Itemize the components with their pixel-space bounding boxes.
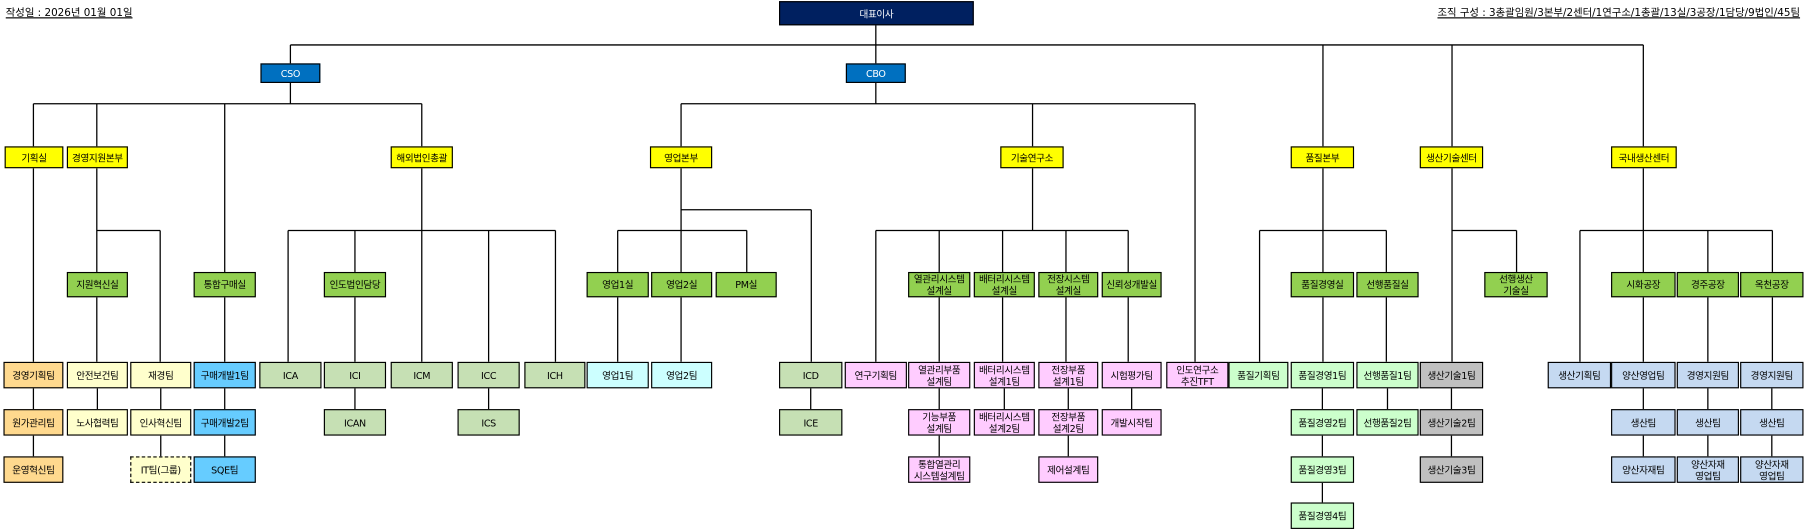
- org-unit-box: 선행품질실: [1356, 271, 1419, 298]
- created-date: 작성일 : 2026년 01월 01일: [5, 8, 133, 20]
- org-unit-box: 품질경영4팀: [1290, 502, 1355, 529]
- org-unit-box: 국내생산센터: [1611, 146, 1677, 169]
- org-unit-box: 인사혁신팀: [130, 409, 192, 436]
- org-unit-box: 경주공장: [1676, 271, 1739, 298]
- org-unit-box: 영업2팀: [651, 361, 713, 389]
- org-unit-box: SQE팀: [193, 456, 256, 483]
- org-unit-box: 품질경영2팀: [1290, 409, 1355, 436]
- org-unit-box: 품질기획팀: [1228, 361, 1289, 389]
- org-unit-box: 원가관리팀: [3, 409, 64, 436]
- org-unit-box: 경영지원본부: [66, 146, 128, 169]
- org-unit-box: 열관리부품 설계팀: [908, 361, 971, 389]
- org-unit-box: ICA: [259, 361, 322, 389]
- org-unit-box: 기술연구소: [1000, 146, 1064, 169]
- org-unit-box: 양산자재팀: [1611, 456, 1676, 483]
- org-unit-box: 품질경영3팀: [1290, 456, 1355, 483]
- org-unit-box: ICS: [457, 409, 520, 436]
- org-unit-box: 시화공장: [1611, 271, 1676, 298]
- org-unit-box: 인도연구소 추진TFT: [1166, 361, 1229, 389]
- org-unit-box: IT팀(그룹): [130, 456, 192, 483]
- org-unit-box: 선행생산 기술실: [1484, 271, 1548, 298]
- org-unit-box: 경영지원팀: [1740, 361, 1804, 389]
- org-unit-box: 양산영업팀: [1611, 361, 1676, 389]
- org-unit-box: 신뢰성개발실: [1101, 271, 1162, 298]
- org-unit-box: 전장시스템 설계실: [1038, 271, 1099, 298]
- org-unit-box: 품질경영1팀: [1290, 361, 1355, 389]
- org-unit-box: 생산기술1팀: [1419, 361, 1484, 389]
- org-unit-box: 구매개발2팀: [193, 409, 256, 436]
- org-unit-box: 배터리시스템 설계1팀: [973, 361, 1035, 389]
- org-unit-box: 기능부품 설계팀: [908, 409, 971, 436]
- org-unit-box: 재경팀: [130, 361, 192, 389]
- org-unit-box: 제어설계팀: [1038, 456, 1099, 483]
- org-unit-box: ICAN: [323, 409, 387, 436]
- org-unit-box: ICC: [457, 361, 520, 389]
- org-unit-box: 생산팀: [1676, 409, 1739, 436]
- org-unit-box: 영업1팀: [586, 361, 649, 389]
- org-unit-box: 배터리시스템 설계2팀: [973, 409, 1035, 436]
- org-unit-box: 통합열관리 시스템설계팀: [908, 456, 971, 483]
- org-unit-box: PM실: [715, 271, 777, 298]
- org-unit-box: 인도법인담당: [323, 271, 387, 298]
- org-unit-box: 경영기획팀: [3, 361, 64, 389]
- org-unit-box: 생산기술센터: [1419, 146, 1484, 169]
- org-unit-box: 선행품질2팀: [1356, 409, 1419, 436]
- org-unit-box: ICD: [779, 361, 843, 389]
- org-unit-box: 노사협력팀: [66, 409, 128, 436]
- organization-composition: 조직 구성 : 3총괄임원/3본부/2센터/1연구소/1총괄/13실/3공장/1…: [1437, 8, 1801, 20]
- org-unit-box: 구매개발1팀: [193, 361, 256, 389]
- org-unit-box: 지원혁신실: [66, 271, 128, 298]
- org-unit-box: 대표이사: [779, 1, 974, 26]
- org-unit-box: 안전보건팀: [66, 361, 128, 389]
- org-unit-box: 기획실: [4, 146, 64, 169]
- org-unit-box: ICM: [390, 361, 453, 389]
- org-unit-box: 열관리시스템 설계실: [908, 271, 971, 298]
- org-unit-box: 운영혁신팀: [3, 456, 64, 483]
- org-unit-box: 품질경영실: [1290, 271, 1355, 298]
- org-unit-box: 영업본부: [649, 146, 713, 169]
- org-unit-box: 생산팀: [1611, 409, 1676, 436]
- org-unit-box: 경영지원팀: [1676, 361, 1739, 389]
- org-unit-box: CBO: [845, 63, 906, 83]
- org-unit-box: 영업1실: [586, 271, 649, 298]
- org-unit-box: ICE: [779, 409, 843, 436]
- org-unit-box: 시험평가팀: [1101, 361, 1162, 389]
- org-unit-box: ICH: [524, 361, 586, 389]
- org-unit-box: 배터리시스템 설계실: [973, 271, 1035, 298]
- org-unit-box: ICI: [323, 361, 387, 389]
- org-unit-box: 전장부품 설계1팀: [1038, 361, 1099, 389]
- org-unit-box: 품질본부: [1290, 146, 1355, 169]
- org-unit-box: 양산자재 영업팀: [1740, 456, 1804, 483]
- org-unit-box: 생산기술3팀: [1419, 456, 1484, 483]
- org-unit-box: 생산기획팀: [1547, 361, 1612, 389]
- org-unit-box: 생산기술2팀: [1419, 409, 1484, 436]
- org-unit-box: 전장부품 설계2팀: [1038, 409, 1099, 436]
- org-unit-box: CSO: [260, 63, 321, 83]
- org-unit-box: 개발시작팀: [1101, 409, 1162, 436]
- org-unit-box: 연구기획팀: [844, 361, 907, 389]
- org-unit-box: 선행품질1팀: [1356, 361, 1419, 389]
- org-unit-box: 통합구매실: [193, 271, 256, 298]
- org-unit-box: 영업2실: [651, 271, 713, 298]
- org-unit-box: 해외법인총괄: [390, 146, 453, 169]
- org-unit-box: 생산팀: [1740, 409, 1804, 436]
- org-unit-box: 양산자재 영업팀: [1676, 456, 1739, 483]
- org-unit-box: 옥천공장: [1740, 271, 1804, 298]
